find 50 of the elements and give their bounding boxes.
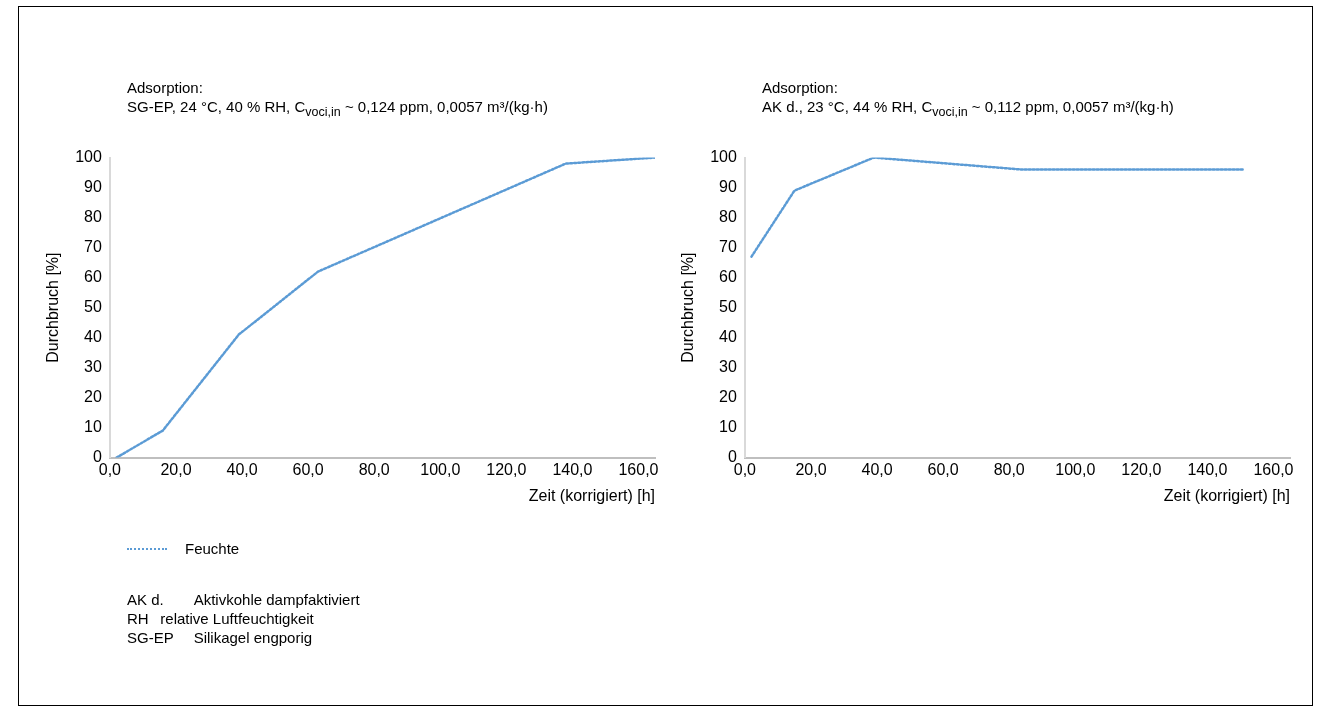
- chart-subtitle: SG-EP, 24 °C, 40 % RH, C$_{voci,in}$ ~ 0,124 ppm, 0,0057 m³/(kg·h): [127, 98, 548, 119]
- text: SG-EP Silikagel engporig: [127, 629, 313, 646]
- y-tick-label: 80: [719, 208, 737, 226]
- x-axis-title: Zeit (korrigiert) [h]: [1163, 486, 1290, 504]
- y-tick-label: 20: [719, 388, 737, 406]
- x-tick-label: 80,0: [358, 460, 390, 478]
- y-tick-label: 30: [719, 358, 737, 376]
- y-tick-label: 50: [84, 298, 102, 316]
- x-axis-title: Zeit (korrigiert) [h]: [528, 486, 655, 504]
- y-tick-label: 90: [84, 178, 102, 196]
- line-series: [115, 157, 655, 458]
- x-tick-label: 40,0: [226, 460, 258, 478]
- x-tick-label: 120,0: [486, 460, 527, 478]
- y-tick-label: 90: [719, 178, 737, 196]
- y-tick-label: 70: [84, 238, 102, 256]
- y-tick-label: 40: [84, 328, 102, 346]
- y-tick-label: 100: [75, 148, 102, 166]
- y-tick-label: 60: [719, 268, 737, 286]
- y-tick-label: 10: [84, 418, 102, 436]
- x-tick-label: 120,0: [1121, 460, 1162, 478]
- x-tick-label: 100,0: [420, 460, 461, 478]
- y-tick-label: 80: [84, 208, 102, 226]
- x-tick-label: 20,0: [795, 460, 827, 478]
- y-tick-label: 40: [719, 328, 737, 346]
- chart-title: Adsorption:: [762, 79, 838, 96]
- chart-subtitle: AK d., 23 °C, 44 % RH, C$_{voci,in}$ ~ 0,112 ppm, 0,0057 m³/(kg·h): [762, 98, 1174, 119]
- y-axis-title: Durchbruch [%]: [44, 252, 62, 363]
- chart-title: Adsorption:: [127, 79, 203, 96]
- legend-label: Feuchte: [185, 540, 240, 557]
- x-tick-label: 140,0: [552, 460, 593, 478]
- line-series: [750, 157, 1245, 258]
- text: RH relative Luftfeuchtigkeit: [127, 610, 314, 627]
- x-tick-label: 40,0: [861, 460, 893, 478]
- y-tick-label: 60: [84, 268, 102, 286]
- x-tick-label: 60,0: [292, 460, 324, 478]
- y-tick-label: 50: [719, 298, 737, 316]
- x-tick-label: 160,0: [1253, 460, 1294, 478]
- x-tick-label: 100,0: [1055, 460, 1096, 478]
- y-tick-label: 20: [84, 388, 102, 406]
- y-tick-label: 70: [719, 238, 737, 256]
- y-tick-label: 30: [84, 358, 102, 376]
- y-tick-label: 100: [710, 148, 737, 166]
- x-tick-label: 60,0: [927, 460, 959, 478]
- x-tick-label: 20,0: [160, 460, 192, 478]
- y-axis-title: Durchbruch [%]: [679, 252, 697, 363]
- x-tick-label: 80,0: [993, 460, 1025, 478]
- text: AK d. Aktivkohle dampfaktiviert: [127, 591, 360, 608]
- y-tick-label: 10: [719, 418, 737, 436]
- x-tick-label: 140,0: [1187, 460, 1228, 478]
- x-tick-label: 160,0: [618, 460, 659, 478]
